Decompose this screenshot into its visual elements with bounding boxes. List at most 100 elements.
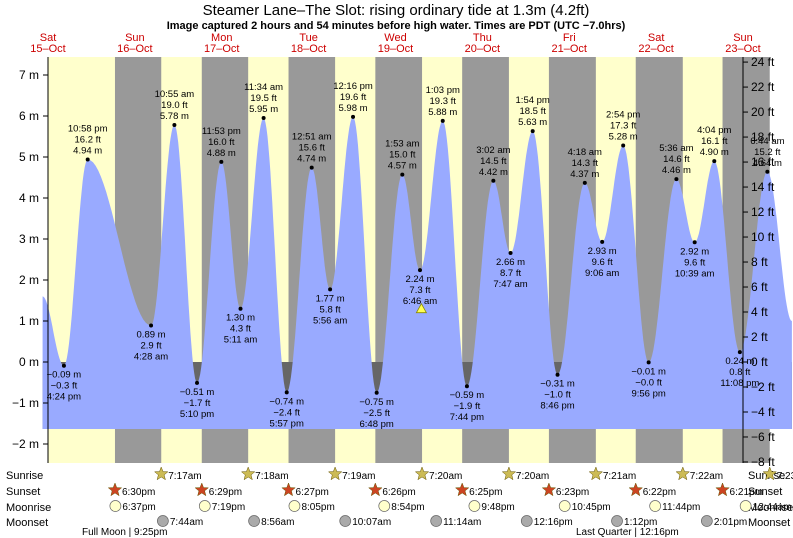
current-tide-marker xyxy=(415,302,428,314)
sunrise-icon xyxy=(675,466,691,481)
left-tick-label: 4 m xyxy=(19,191,39,205)
chart-subtitle: Image captured 2 hours and 54 minutes be… xyxy=(167,20,626,32)
tide-label: 7:47 am xyxy=(493,279,527,290)
left-tick-label: 0 m xyxy=(19,355,39,369)
tide-label: 4.64 m xyxy=(753,158,782,169)
right-tick-label: 18 ft xyxy=(751,130,775,144)
tide-label: 4:28 am xyxy=(134,352,168,363)
tide-label: 18.5 ft xyxy=(519,106,546,117)
tide-extreme-point xyxy=(219,159,224,164)
moonrise-time: 10:45pm xyxy=(572,502,611,513)
tide-extreme-point xyxy=(464,384,469,389)
tide-extreme-point xyxy=(400,172,405,177)
tide-label: 5.98 m xyxy=(339,103,368,114)
day-date: 16–Oct xyxy=(117,43,152,55)
tide-label: 16.1 ft xyxy=(701,136,728,147)
sunset-time: 6:30pm xyxy=(122,487,155,498)
day-date: 18–Oct xyxy=(291,43,326,55)
moonset-icon xyxy=(611,515,623,527)
sunrise-time: 7:19am xyxy=(342,471,375,482)
tide-label: 14.5 ft xyxy=(480,156,507,167)
tide-label: 5:36 am xyxy=(659,143,693,154)
tide-label: 10:39 am xyxy=(675,268,715,279)
tide-extreme-point xyxy=(674,177,679,182)
day-date: 17–Oct xyxy=(204,43,239,55)
tide-label: 8:46 pm xyxy=(540,401,574,412)
day-name: Sun xyxy=(733,32,753,44)
left-tick-label: 3 m xyxy=(19,232,39,246)
moonset-icon xyxy=(248,515,260,527)
day-date: 21–Oct xyxy=(552,43,587,55)
tide-extreme-point xyxy=(737,350,742,355)
right-tick-label: 14 ft xyxy=(751,180,775,194)
moonset-time: 12:16pm xyxy=(534,517,573,528)
tide-extreme-point xyxy=(61,363,66,368)
moonrise-icon xyxy=(288,500,301,512)
day-name: Mon xyxy=(211,32,232,44)
sunset-icon xyxy=(628,482,644,497)
tide-extreme-point xyxy=(530,129,535,134)
moonrise-time: 12:44am xyxy=(753,502,792,513)
moonset-icon xyxy=(520,515,533,527)
moonset-row-label-right: Moonset xyxy=(748,517,790,529)
tide-label: −0.3 ft xyxy=(51,381,78,392)
tide-label: −0.0 ft xyxy=(635,377,662,388)
tide-extreme-point xyxy=(582,180,587,185)
tide-label: 7.3 ft xyxy=(409,285,430,296)
right-tick-label: 12 ft xyxy=(751,205,775,219)
tide-label: −0.59 m xyxy=(450,390,485,401)
day-date: 19–Oct xyxy=(378,43,413,55)
sunset-icon xyxy=(107,482,123,497)
tide-label: 4.88 m xyxy=(207,148,236,159)
moonset-time: 8:56am xyxy=(261,517,294,528)
sunrise-icon xyxy=(414,466,430,481)
sunset-icon xyxy=(541,482,557,497)
moonrise-time: 9:48pm xyxy=(481,502,514,513)
tide-label: 4:18 am xyxy=(568,147,602,158)
sunset-time: 6:25pm xyxy=(469,487,502,498)
tide-label: 4.74 m xyxy=(297,154,326,165)
tide-extreme-point xyxy=(261,116,266,121)
tide-label: 2.24 m xyxy=(405,274,434,285)
tide-label: 5.88 m xyxy=(428,107,457,118)
tide-label: 16.2 ft xyxy=(74,134,101,145)
last-quarter-note: Last Quarter | 12:16pm xyxy=(576,527,679,538)
tide-label: 12:16 pm xyxy=(333,81,373,92)
moonrise-icon xyxy=(378,500,391,512)
tide-extreme-point xyxy=(238,306,243,311)
sunrise-icon xyxy=(327,466,343,481)
sunset-time: 6:23pm xyxy=(556,487,589,498)
moonrise-time: 8:54pm xyxy=(391,502,424,513)
sunset-icon xyxy=(715,482,730,497)
sunrise-time: 7:20am xyxy=(516,471,549,482)
left-tick-label: −2 m xyxy=(12,437,39,451)
tide-label: 4.42 m xyxy=(479,167,508,178)
right-tick-label: 4 ft xyxy=(751,305,768,319)
tide-label: 6:46 am xyxy=(403,296,437,307)
tide-label: 4.57 m xyxy=(388,161,417,172)
left-tick-label: 6 m xyxy=(19,109,39,123)
tide-label: 5.63 m xyxy=(518,117,547,128)
sunset-time: 6:22pm xyxy=(643,487,676,498)
tide-label: −0.01 m xyxy=(631,366,666,377)
day-name: Tue xyxy=(299,32,318,44)
tide-label: 1:54 pm xyxy=(516,95,550,106)
sun-moon-table: SunriseSunriseSunsetSunsetMoonriseMoonri… xyxy=(6,466,793,538)
day-name: Fri xyxy=(563,32,576,44)
sunrise-icon xyxy=(762,466,778,481)
tide-extreme-point xyxy=(195,380,200,385)
tide-label: 5:10 pm xyxy=(180,409,214,420)
tide-label: 9.6 ft xyxy=(592,257,613,268)
tide-label: 11:08 pm xyxy=(720,378,759,389)
moonset-time: 2:01pm xyxy=(714,517,747,528)
tide-label: 19.0 ft xyxy=(161,100,188,111)
tide-label: 10:55 am xyxy=(155,89,195,100)
tide-label: 2.93 m xyxy=(588,246,617,257)
axes: −2 m −1 m 0 m 1 m 2 m 3 m 4 m 5 m 6 m 7 m −8 ft −6 … xyxy=(12,32,775,469)
tide-label: 4:24 pm xyxy=(47,392,81,403)
tide-extreme-point xyxy=(712,159,717,164)
day-date: 15–Oct xyxy=(30,43,65,55)
sunset-time: 6:26pm xyxy=(382,487,415,498)
tide-label: 1:53 am xyxy=(385,139,419,150)
tide-label: −0.75 m xyxy=(359,397,394,408)
